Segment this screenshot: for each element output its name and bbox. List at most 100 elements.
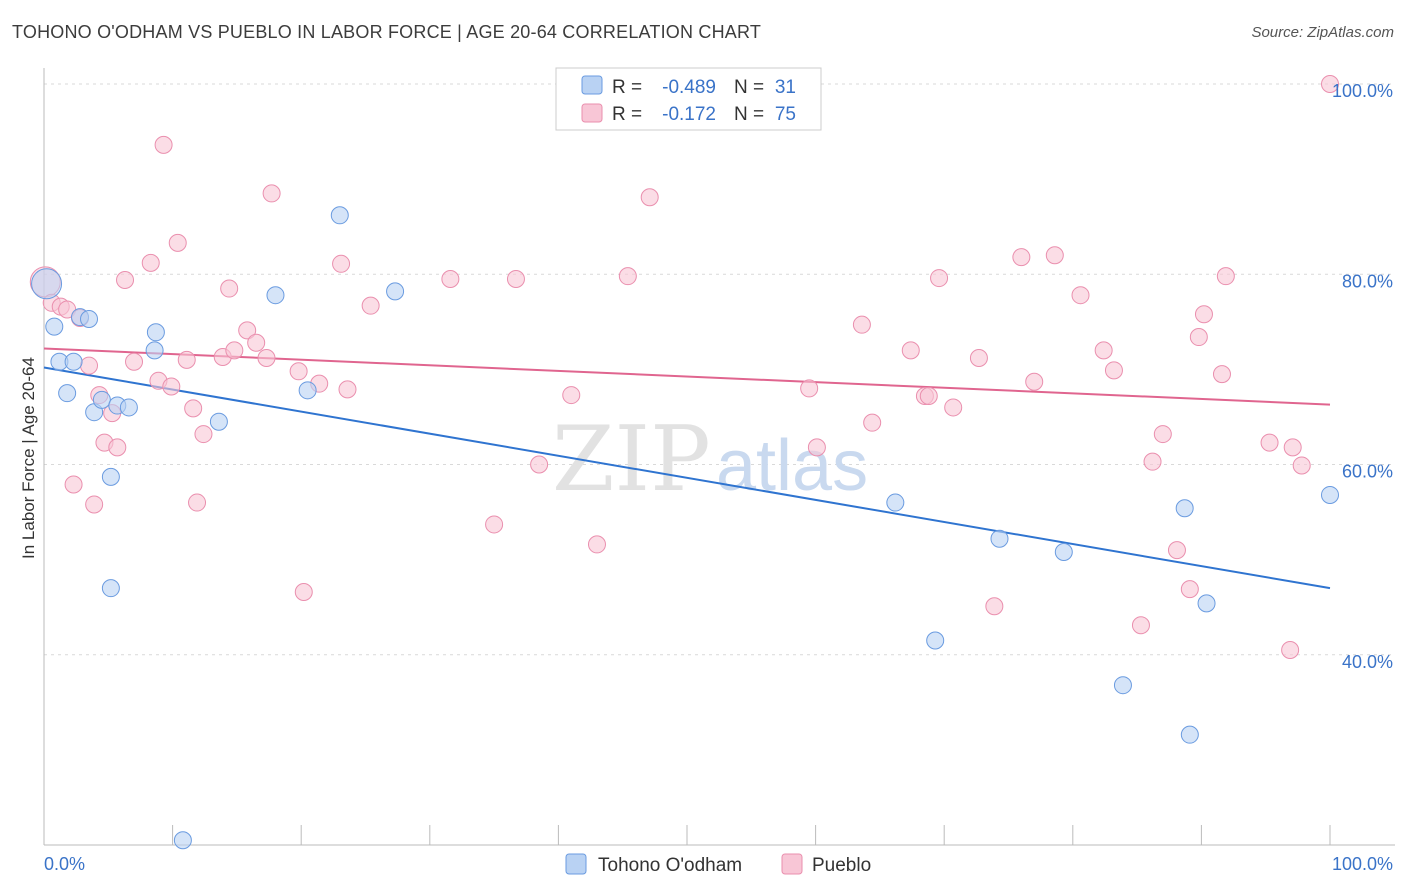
legend-r-label-blue: R = — [612, 77, 642, 98]
pink-data-point — [85, 495, 104, 514]
series-legend-swatch-blue — [565, 853, 587, 875]
pink-data-point — [1131, 616, 1150, 635]
x-tick-label-max: 100.0% — [1332, 854, 1393, 874]
blue-data-point — [45, 317, 64, 336]
legend-r-value-pink: -0.172 — [662, 104, 716, 125]
pink-data-point — [125, 352, 144, 371]
blue-data-point — [92, 390, 111, 409]
pink-data-point — [361, 296, 380, 315]
pink-data-point — [108, 438, 127, 457]
legend-swatch-pink — [581, 103, 603, 123]
blue-data-point — [330, 206, 349, 225]
pink-data-point — [332, 254, 351, 273]
series-legend-label-pink: Pueblo — [812, 855, 871, 876]
pink-data-point — [985, 597, 1004, 616]
y-tick-label: 40.0% — [1342, 652, 1393, 672]
pink-data-point — [188, 493, 207, 512]
chart-title: TOHONO O'ODHAM VS PUEBLO IN LABOR FORCE … — [12, 22, 762, 42]
blue-data-point — [146, 323, 165, 342]
pink-data-point — [1260, 433, 1279, 452]
pink-data-point — [1212, 365, 1231, 384]
tohono-points — [31, 73, 1339, 850]
legend-swatch-blue — [581, 75, 603, 95]
pink-data-point — [1189, 328, 1208, 347]
pink-data-point — [441, 270, 460, 289]
blue-data-point — [298, 381, 317, 400]
pink-data-point — [141, 253, 160, 272]
x-tick-labels: 0.0% 100.0% — [44, 854, 1393, 874]
x-tick-label-min: 0.0% — [44, 854, 85, 874]
pink-data-point — [1216, 267, 1235, 286]
blue-data-point — [173, 831, 192, 850]
pink-data-point — [800, 379, 819, 398]
blue-data-point — [145, 341, 164, 360]
pink-data-point — [1143, 452, 1162, 471]
pink-data-point — [257, 348, 276, 367]
pink-data-point — [247, 333, 266, 352]
blue-data-point — [101, 467, 120, 486]
pink-data-point — [485, 515, 504, 534]
pink-data-point — [116, 270, 135, 289]
series-legend-label-blue: Tohono O'odham — [598, 855, 742, 876]
pink-data-point — [262, 184, 281, 203]
pink-data-point — [1281, 641, 1300, 659]
blue-data-point — [101, 579, 120, 598]
pink-data-point — [168, 233, 187, 252]
chart-source: Source: ZipAtlas.com — [1251, 24, 1394, 41]
pink-data-point — [807, 438, 826, 457]
pink-data-point — [80, 356, 99, 375]
blue-data-point — [990, 529, 1009, 548]
pink-data-point — [901, 341, 920, 360]
legend-n-value-blue: 31 — [775, 77, 796, 98]
pink-data-point — [944, 398, 963, 417]
legend-r-value-blue: -0.489 — [662, 77, 716, 98]
y-tick-labels: 40.0% 60.0% 80.0% 100.0% — [1332, 81, 1393, 672]
blue-trend-line — [43, 366, 1331, 590]
blue-data-point — [886, 493, 905, 512]
pink-data-point — [1012, 248, 1031, 267]
pink-data-point — [154, 135, 173, 154]
pink-data-point — [1321, 75, 1339, 94]
blue-data-point — [386, 282, 405, 301]
blue-data-point — [1180, 725, 1199, 744]
pink-data-point — [506, 270, 525, 289]
pink-data-point — [919, 387, 938, 406]
y-axis-label: In Labor Force | Age 20-64 — [19, 357, 38, 559]
legend-n-label-pink: N = — [734, 104, 764, 125]
pink-data-point — [969, 348, 988, 367]
pink-data-point — [1104, 361, 1123, 380]
pink-data-point — [530, 455, 549, 474]
pink-data-point — [587, 535, 606, 554]
blue-data-point — [926, 631, 945, 650]
legend-r-label-pink: R = — [612, 104, 642, 125]
pink-data-point — [930, 269, 949, 288]
pink-data-point — [289, 362, 308, 381]
pink-data-point — [863, 413, 882, 432]
blue-data-point — [31, 268, 63, 300]
pink-data-point — [338, 380, 357, 399]
pink-data-point — [1283, 438, 1302, 457]
pink-data-point — [562, 386, 581, 405]
pink-data-point — [1194, 305, 1213, 324]
pink-data-point — [1025, 372, 1044, 391]
blue-data-point — [1054, 543, 1073, 562]
pink-data-point — [1071, 286, 1090, 305]
blue-data-point — [80, 309, 99, 328]
pink-data-point — [225, 341, 244, 360]
pink-data-point — [177, 350, 196, 369]
blue-data-point — [64, 352, 83, 371]
pink-data-point — [238, 321, 257, 340]
pink-data-point — [220, 279, 239, 298]
blue-data-point — [1113, 676, 1132, 695]
watermark-atlas: atlas — [716, 426, 868, 506]
pink-data-point — [184, 399, 203, 418]
pink-data-point — [1153, 425, 1172, 444]
blue-data-point — [266, 286, 285, 305]
pink-data-point — [162, 377, 181, 396]
axes — [43, 68, 1395, 846]
pink-data-point — [1167, 541, 1186, 560]
blue-data-point — [1197, 594, 1216, 613]
pink-data-point — [852, 315, 871, 334]
stats-legend: R = -0.489 N = 31 R = -0.172 N = 75 — [555, 67, 822, 131]
y-tick-label: 100.0% — [1332, 81, 1393, 101]
